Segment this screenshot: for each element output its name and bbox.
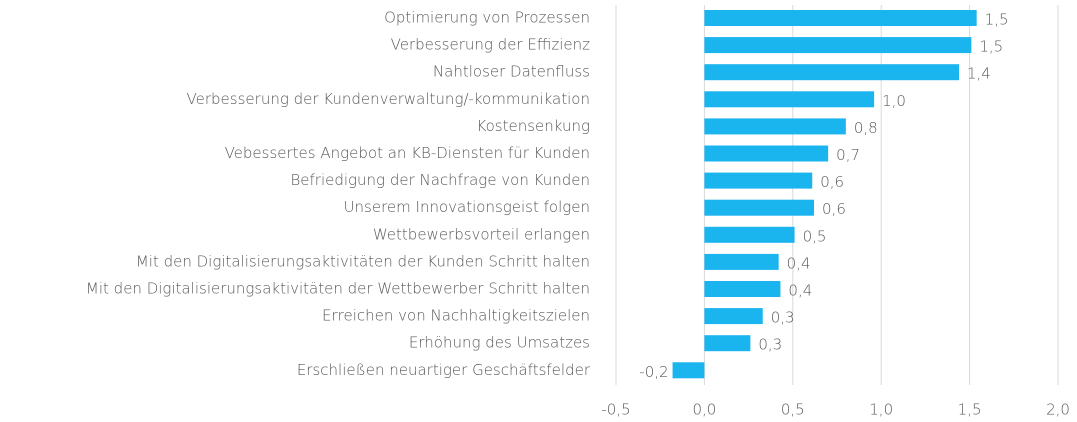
- category-label: Befriedigung der Nachfrage von Kunden: [290, 171, 590, 189]
- x-tick-label: 1,0: [869, 401, 893, 419]
- x-tick-label: -0,5: [601, 401, 630, 419]
- x-tick-label: 0,0: [692, 401, 716, 419]
- bar: [704, 308, 763, 325]
- value-label: 0,7: [836, 146, 860, 164]
- category-label: Nahtloser Datenfluss: [433, 63, 590, 81]
- bar: [704, 10, 977, 26]
- category-label: Erschließen neuartiger Geschäftsfelder: [297, 361, 591, 379]
- value-label: 0,4: [787, 254, 811, 272]
- category-label: Verbesserung der Effizienz: [391, 36, 590, 54]
- bar: [704, 335, 751, 352]
- value-label: -0,2: [639, 363, 668, 381]
- bar: [704, 37, 972, 54]
- bar: [704, 253, 779, 270]
- value-label: 0,6: [820, 173, 844, 191]
- bar: [704, 199, 815, 216]
- bar: [704, 145, 829, 162]
- category-label: Mit den Digitalisierungsaktivitäten der …: [136, 252, 590, 270]
- category-label: Wettbewerbsvorteil erlangen: [373, 225, 590, 243]
- value-label: 0,6: [822, 200, 846, 218]
- bar: [704, 172, 813, 189]
- value-label: 0,3: [758, 336, 782, 354]
- category-label: Unserem Innovationsgeist folgen: [344, 198, 590, 216]
- category-label: Mit den Digitalisierungsaktivitäten der …: [86, 280, 590, 298]
- category-label: Optimierung von Prozessen: [384, 9, 590, 27]
- value-label: 1,0: [882, 92, 906, 110]
- value-label: 0,4: [788, 282, 812, 300]
- category-label: Verbesserung der Kundenverwaltung/-kommu…: [187, 90, 590, 108]
- bar: [704, 64, 959, 81]
- bar: [704, 118, 846, 135]
- bar: [704, 281, 781, 297]
- category-label: Erhöhung des Umsatzes: [409, 334, 590, 352]
- value-label: 1,4: [967, 65, 991, 83]
- value-label: 0,5: [803, 227, 827, 245]
- value-label: 0,3: [771, 309, 795, 327]
- x-tick-label: 2,0: [1046, 401, 1070, 419]
- value-label: 0,8: [854, 119, 878, 137]
- category-label: Kostensenkung: [477, 117, 591, 135]
- bar: [672, 362, 705, 379]
- bar: [704, 91, 875, 108]
- category-label: Erreichen von Nachhaltigkeitszielen: [322, 307, 590, 325]
- x-tick-label: 1,5: [958, 401, 982, 419]
- value-label: 1,5: [979, 38, 1003, 56]
- x-tick-label: 0,5: [781, 401, 805, 419]
- value-label: 1,5: [985, 11, 1009, 29]
- category-label: Vebessertes Angebot an KB-Diensten für K…: [225, 144, 590, 162]
- bar: [704, 226, 795, 243]
